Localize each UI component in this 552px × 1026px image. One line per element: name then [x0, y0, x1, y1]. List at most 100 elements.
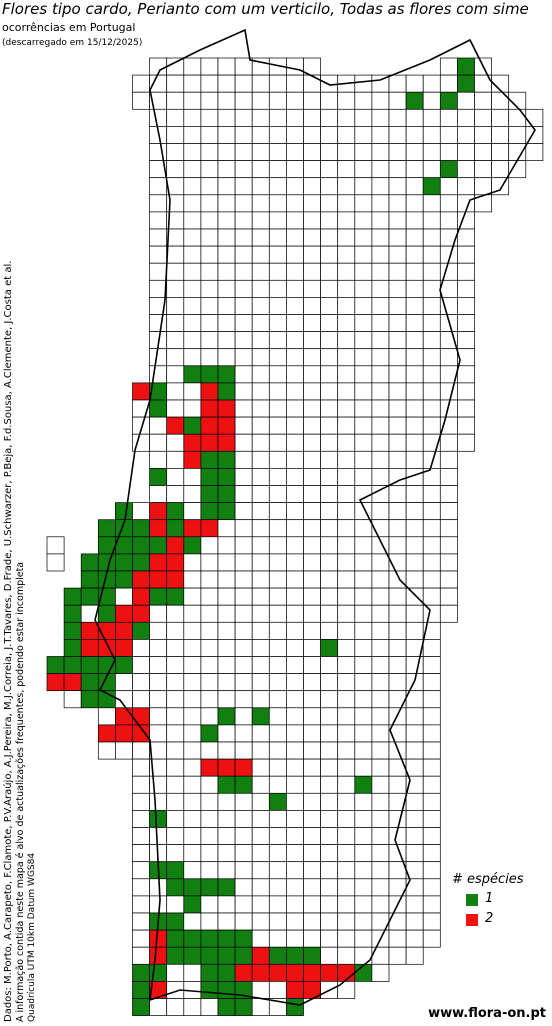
grid-cell: [132, 91, 150, 110]
grid-cell: [217, 707, 236, 726]
grid-cell: [268, 963, 287, 982]
grid-cell: [303, 194, 321, 213]
grid-cell: [320, 399, 339, 418]
grid-cell: [388, 639, 407, 657]
grid-cell: [439, 143, 458, 161]
grid-cell: [371, 741, 390, 760]
grid-cell: [474, 160, 492, 179]
grid-cell: [183, 160, 202, 179]
grid-cell: [320, 228, 339, 247]
grid-cell: [422, 792, 441, 811]
grid-cell: [354, 912, 373, 931]
logo[interactable]: www.flora-on.pt: [428, 1006, 546, 1021]
grid-cell: [422, 108, 441, 127]
grid-cell: [166, 673, 185, 692]
grid-cell: [234, 211, 253, 230]
grid-cell: [474, 108, 492, 127]
grid-cell: [234, 331, 253, 350]
grid-cell: [234, 348, 253, 367]
grid-cell: [337, 211, 356, 230]
grid-cell: [132, 895, 150, 914]
grid-cell: [405, 519, 424, 538]
grid-cell: [457, 314, 475, 332]
grid-cell: [405, 194, 424, 213]
grid-cell: [200, 91, 219, 110]
grid-cell: [303, 827, 321, 845]
grid-cell: [217, 468, 236, 486]
grid-cell: [234, 143, 253, 161]
grid-cell: [149, 228, 168, 247]
grid-cell: [166, 126, 185, 144]
grid-cell: [337, 399, 356, 418]
grid-cell: [132, 502, 150, 521]
grid-cell: [337, 433, 356, 452]
grid-cell: [422, 160, 441, 179]
grid-cell: [337, 519, 356, 538]
grid-cell: [354, 108, 373, 127]
grid-cell: [183, 143, 202, 161]
grid-cell: [217, 810, 236, 828]
grid-cell: [439, 91, 458, 110]
legend-label: 2: [485, 911, 494, 926]
grid-cell: [166, 228, 185, 247]
grid-cell: [166, 245, 185, 264]
grid-cell: [405, 228, 424, 247]
grid-cell: [388, 536, 407, 555]
grid-cell: [166, 998, 185, 1016]
grid-cell: [183, 177, 202, 196]
grid-cell: [439, 228, 458, 247]
grid-cell: [234, 587, 253, 606]
grid-cell: [388, 485, 407, 503]
grid-cell: [251, 245, 270, 264]
grid-cell: [217, 57, 236, 76]
grid-cell: [303, 399, 321, 418]
grid-cell: [337, 450, 356, 469]
grid-cell: [303, 604, 321, 623]
grid-cell: [217, 365, 236, 384]
grid-cell: [286, 314, 304, 332]
grid-cell: [286, 724, 304, 743]
grid-cell: [132, 963, 150, 982]
legend-swatch: [466, 894, 478, 906]
grid-cell: [422, 382, 441, 401]
grid-cell: [149, 245, 168, 264]
grid-cell: [251, 604, 270, 623]
grid-cell: [217, 143, 236, 161]
grid-cell: [234, 929, 253, 948]
grid-cell: [183, 228, 202, 247]
grid-cell: [388, 194, 407, 213]
grid-cell: [200, 485, 219, 503]
grid-cell: [251, 775, 270, 794]
grid-cell: [132, 621, 150, 640]
grid-cell: [303, 177, 321, 196]
grid-cell: [337, 485, 356, 503]
grid-cell: [371, 450, 390, 469]
grid-cell: [234, 758, 253, 777]
grid-cell: [234, 433, 253, 452]
grid-cell: [132, 536, 150, 555]
grid-cell: [217, 878, 236, 897]
grid-cell: [166, 570, 185, 589]
grid-cell: [286, 621, 304, 640]
grid-cell: [286, 433, 304, 452]
grid-cell: [268, 792, 287, 811]
grid-cell: [371, 279, 390, 298]
grid-cell: [422, 929, 441, 948]
grid-cell: [405, 279, 424, 298]
grid-cell: [234, 690, 253, 709]
grid-cell: [166, 74, 185, 93]
grid-cell: [183, 348, 202, 367]
grid-cell: [251, 314, 270, 332]
grid-cell: [320, 143, 339, 161]
grid-cell: [371, 143, 390, 161]
grid-cell: [320, 673, 339, 692]
grid-cell: [337, 279, 356, 298]
grid-cell: [286, 981, 304, 999]
grid-cell: [234, 382, 253, 401]
grid-cell: [354, 177, 373, 196]
grid-cell: [286, 690, 304, 709]
grid-cell: [422, 656, 441, 674]
grid-cell: [337, 827, 356, 845]
grid-cell: [286, 126, 304, 144]
grid-cell: [422, 279, 441, 298]
